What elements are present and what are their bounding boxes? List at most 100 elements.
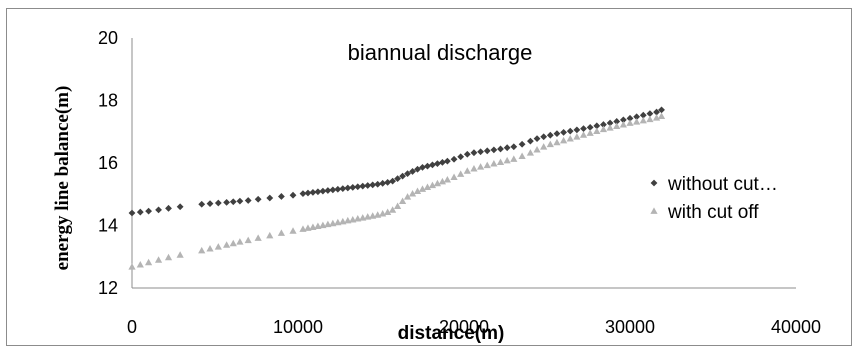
data-point	[434, 160, 441, 168]
data-point	[606, 119, 614, 127]
x-tick-labels: 0 10000 20000 30000 40000	[127, 317, 821, 337]
data-point	[128, 209, 136, 217]
data-point	[394, 202, 402, 210]
data-point	[540, 143, 548, 150]
data-point	[533, 145, 541, 153]
data-point	[128, 263, 136, 270]
data-point	[223, 241, 231, 248]
data-point	[389, 177, 397, 185]
data-point	[540, 133, 548, 141]
data-point	[443, 175, 451, 183]
data-point	[229, 239, 237, 247]
data-point	[546, 131, 554, 139]
data-point	[379, 179, 387, 187]
data-point	[619, 116, 627, 124]
data-point	[155, 206, 162, 214]
data-point	[418, 185, 427, 192]
data-point	[389, 206, 397, 213]
data-point	[145, 207, 152, 215]
data-point	[136, 208, 144, 216]
data-point	[277, 229, 285, 236]
data-point	[164, 253, 173, 261]
data-point	[429, 161, 436, 169]
data-point	[324, 187, 332, 194]
data-point	[319, 187, 327, 195]
data-point	[658, 106, 665, 114]
data-point	[244, 236, 252, 244]
data-point	[573, 133, 581, 140]
data-point	[408, 190, 417, 197]
data-point	[490, 146, 498, 154]
data-point	[394, 175, 401, 183]
data-point	[450, 173, 458, 180]
y-axis-label: energy line balance(m)	[52, 86, 73, 271]
data-point	[503, 144, 511, 152]
data-point	[457, 170, 465, 177]
data-point	[384, 208, 392, 215]
data-point	[176, 203, 184, 211]
legend-item: with cut off	[650, 202, 759, 223]
data-point	[314, 188, 322, 196]
data-point	[599, 125, 608, 133]
data-point	[496, 158, 505, 165]
series-layer	[128, 106, 666, 270]
data-point	[254, 195, 262, 203]
data-point	[304, 189, 312, 197]
data-point	[428, 181, 437, 189]
legend-label: with cut off	[667, 202, 759, 223]
y-tick-label: 12	[98, 278, 118, 298]
data-point	[419, 163, 426, 171]
data-point	[423, 183, 432, 190]
data-point	[236, 197, 244, 205]
data-point	[450, 155, 458, 163]
chart-frame	[6, 8, 852, 346]
data-point	[619, 120, 627, 128]
data-point	[526, 149, 534, 156]
data-point	[600, 121, 607, 128]
data-point	[510, 155, 518, 162]
data-point	[560, 128, 567, 136]
data-point	[329, 186, 337, 194]
data-point	[236, 238, 244, 245]
data-point	[639, 111, 647, 119]
data-point	[206, 245, 214, 252]
x-tick-label: 30000	[605, 317, 655, 337]
data-point	[266, 231, 274, 239]
data-point	[593, 127, 601, 135]
data-point	[198, 246, 206, 254]
data-point	[639, 116, 647, 124]
chart-title: biannual discharge	[348, 40, 533, 65]
data-point	[646, 115, 654, 123]
legend-marker	[650, 207, 658, 214]
data-point	[657, 112, 666, 120]
data-point	[206, 200, 214, 208]
data-point	[633, 113, 641, 121]
data-point	[349, 183, 357, 191]
data-point	[424, 162, 431, 170]
data-point	[560, 136, 568, 144]
data-point	[503, 156, 511, 164]
series-1	[128, 112, 666, 270]
data-point	[374, 180, 382, 188]
data-point	[626, 119, 634, 126]
data-point	[579, 131, 588, 138]
data-point	[344, 184, 352, 192]
data-point	[354, 183, 362, 191]
x-axis-label: distance(m)	[398, 323, 505, 344]
data-point	[477, 148, 484, 156]
data-point	[136, 260, 144, 268]
data-point	[145, 258, 153, 266]
data-point	[633, 118, 641, 125]
data-point	[626, 114, 634, 122]
data-point	[309, 188, 317, 196]
y-tick-label: 14	[98, 216, 118, 236]
data-point	[586, 123, 594, 131]
data-point	[580, 125, 587, 133]
data-point	[533, 135, 541, 143]
data-point	[497, 145, 504, 153]
data-point	[606, 124, 614, 131]
legend: without cut… with cut off	[650, 174, 778, 223]
data-point	[490, 160, 498, 167]
data-point	[299, 190, 307, 198]
